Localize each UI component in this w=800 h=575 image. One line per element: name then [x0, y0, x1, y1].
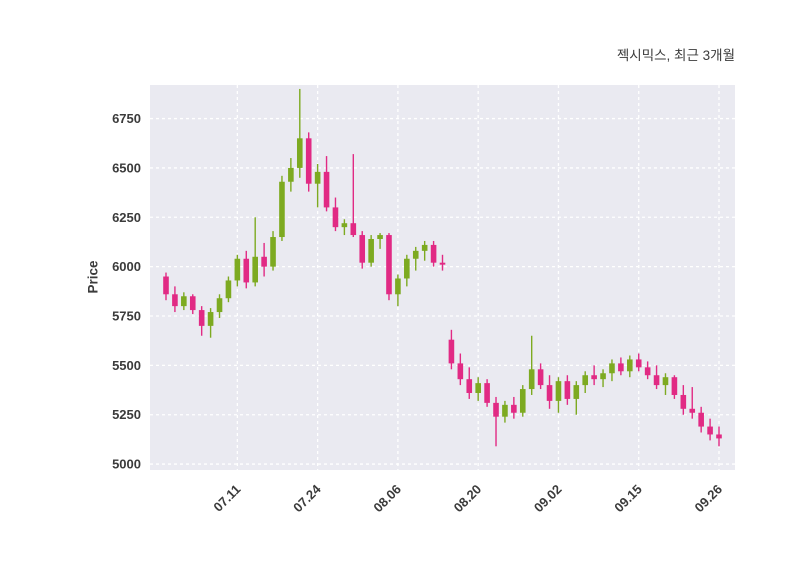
candle-body [484, 383, 490, 403]
candle-body [519, 389, 526, 413]
candle-body [635, 359, 642, 368]
candle-body [404, 258, 410, 279]
candle-body [270, 237, 276, 267]
x-tick-label: 07.24 [290, 481, 324, 515]
candle-body [430, 244, 437, 263]
candle-body [493, 402, 499, 417]
y-tick-label: 6750 [112, 111, 141, 126]
candle-body [395, 278, 401, 295]
candle-body [671, 377, 678, 395]
candle-body [421, 244, 428, 251]
candle-body [511, 404, 517, 413]
candle-body [332, 207, 339, 228]
y-axis-label: Price [85, 260, 101, 294]
candle-body [172, 294, 178, 307]
candle-body [198, 310, 205, 326]
candle-body [573, 385, 580, 399]
candle-body [662, 377, 669, 386]
candle-body [502, 404, 508, 417]
candle-body [261, 256, 267, 267]
candle-body [546, 385, 553, 401]
candle-body [305, 138, 312, 184]
candle-body [644, 367, 651, 376]
candle-body [350, 223, 357, 236]
candle-body [163, 276, 169, 295]
candle-body [207, 312, 214, 326]
y-tick-label: 5750 [112, 309, 141, 324]
candle-body [466, 379, 473, 393]
candle-body [600, 373, 606, 380]
candle-body [528, 369, 535, 390]
candle-body [386, 235, 392, 295]
candle-body [475, 383, 481, 393]
candle-body [555, 381, 562, 401]
candle-body [314, 171, 321, 184]
chart-title: 젝시믹스, 최근 3개월 [616, 48, 735, 63]
candle-body [225, 280, 232, 299]
candle-body [653, 375, 660, 386]
candle-body [582, 375, 589, 386]
y-tick-label: 6250 [112, 210, 141, 225]
candle-body [591, 375, 597, 380]
candle-body [412, 250, 419, 259]
y-tick-label: 6500 [112, 160, 141, 175]
candle-body [252, 256, 258, 283]
candle-body [707, 426, 713, 435]
x-tick-label: 08.20 [451, 482, 485, 516]
candle-body [296, 138, 303, 168]
candle-body [288, 167, 294, 182]
x-tick-label: 07.11 [210, 482, 243, 515]
candle-body [564, 381, 571, 399]
candle-body [189, 296, 196, 311]
x-tick-label: 09.26 [692, 482, 726, 516]
candle-body [680, 394, 687, 409]
y-tick-label: 6000 [112, 259, 141, 274]
candle-body [609, 363, 615, 374]
candle-body [377, 235, 383, 239]
candle-body [279, 181, 285, 238]
candle-body [448, 339, 455, 364]
candle-body [537, 369, 544, 386]
candle-body [323, 171, 330, 208]
candle-body [618, 363, 624, 372]
x-tick-label: 09.02 [531, 482, 565, 516]
candle-body [234, 258, 241, 281]
candle-body [359, 235, 366, 263]
candle-body [698, 412, 704, 427]
y-tick-label: 5250 [112, 407, 141, 422]
candle-body [689, 408, 696, 413]
x-tick-label: 09.15 [611, 482, 645, 516]
candle-body [243, 258, 250, 283]
candle-body [716, 434, 722, 439]
candle-body [181, 296, 187, 307]
candle-body [368, 239, 374, 263]
candle-body [341, 223, 348, 228]
x-tick-label: 08.06 [370, 482, 404, 516]
candle-body [457, 363, 464, 380]
y-tick-label: 5000 [112, 457, 141, 472]
candle-body [627, 359, 633, 372]
candle-body [216, 298, 223, 313]
y-tick-label: 5500 [112, 358, 141, 373]
candle-body [439, 262, 446, 265]
